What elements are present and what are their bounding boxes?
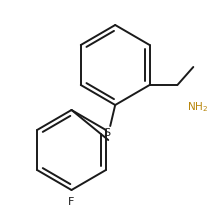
Text: NH$_2$: NH$_2$ (187, 100, 208, 114)
Text: F: F (68, 197, 75, 207)
Text: S: S (104, 128, 111, 138)
